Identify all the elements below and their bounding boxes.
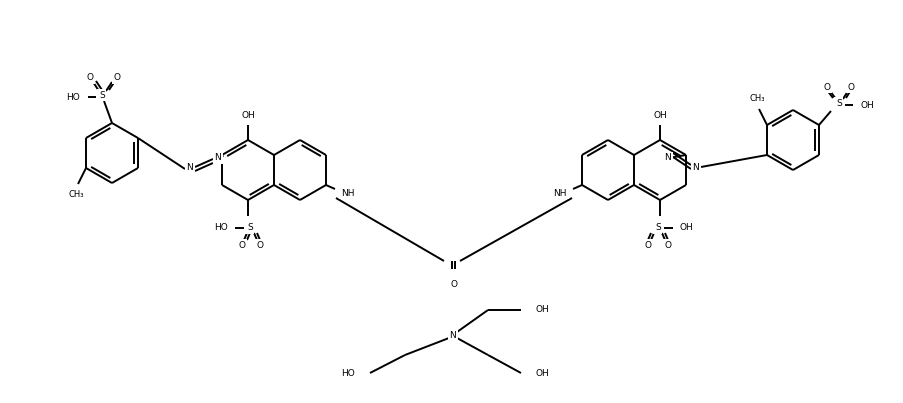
Text: OH: OH: [535, 305, 549, 314]
Text: O: O: [238, 241, 246, 249]
Text: O: O: [450, 280, 457, 289]
Text: O: O: [846, 83, 853, 91]
Text: S: S: [655, 224, 660, 233]
Text: O: O: [87, 73, 93, 83]
Text: N: N: [449, 330, 456, 339]
Text: OH: OH: [241, 111, 255, 120]
Text: NH: NH: [553, 189, 566, 197]
Text: HO: HO: [66, 93, 79, 102]
Text: S: S: [99, 91, 105, 100]
Text: OH: OH: [860, 102, 874, 110]
Text: HO: HO: [214, 224, 228, 233]
Text: O: O: [664, 241, 671, 249]
Text: NH: NH: [340, 189, 354, 197]
Text: O: O: [256, 241, 263, 249]
Text: N: N: [214, 154, 221, 162]
Text: CH₃: CH₃: [749, 94, 764, 103]
Text: OH: OH: [535, 368, 549, 378]
Text: S: S: [247, 224, 253, 233]
Text: N: N: [664, 154, 671, 162]
Text: OH: OH: [679, 224, 693, 233]
Text: O: O: [644, 241, 651, 249]
Text: N: N: [186, 164, 193, 172]
Text: HO: HO: [340, 368, 355, 378]
Text: N: N: [692, 164, 699, 172]
Text: S: S: [835, 98, 841, 108]
Text: OH: OH: [652, 111, 666, 120]
Text: O: O: [114, 73, 120, 83]
Text: O: O: [823, 83, 830, 91]
Text: CH₃: CH₃: [69, 190, 84, 199]
